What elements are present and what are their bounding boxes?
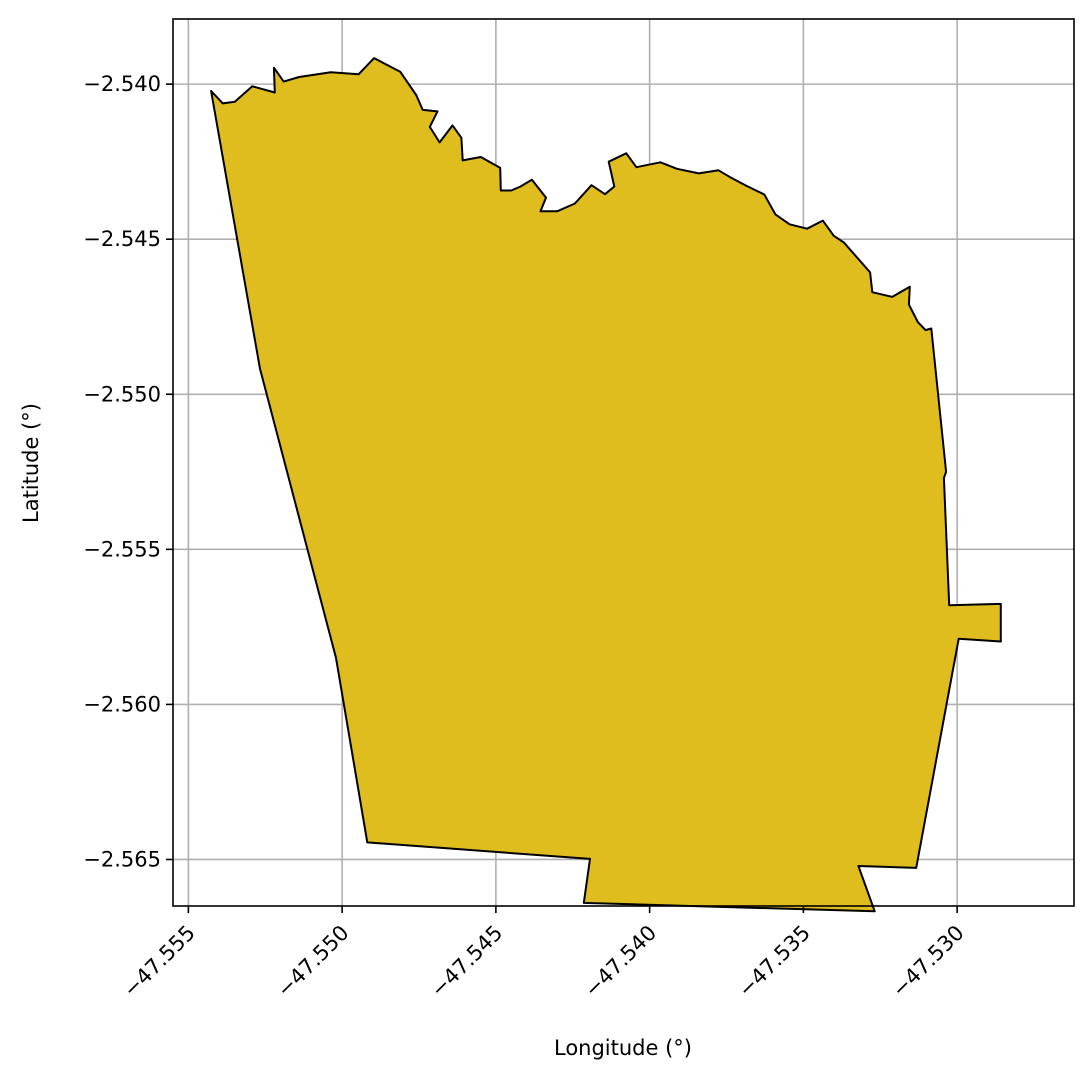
- y-tick-label: −2.540: [83, 72, 161, 96]
- x-axis-label: Longitude (°): [554, 1036, 692, 1060]
- y-tick-label: −2.565: [83, 847, 161, 871]
- y-tick-label: −2.550: [83, 382, 161, 406]
- region-polygon: [210, 57, 1002, 913]
- y-tick-label: −2.560: [83, 692, 161, 716]
- y-tick-label: −2.555: [83, 537, 161, 561]
- y-tick-label: −2.545: [83, 227, 161, 251]
- plot-frame: [172, 18, 1075, 907]
- y-axis-ticks: −2.540 −2.545 −2.550 −2.555 −2.560 −2.565: [83, 72, 173, 871]
- y-axis-label: Latitude (°): [19, 403, 43, 523]
